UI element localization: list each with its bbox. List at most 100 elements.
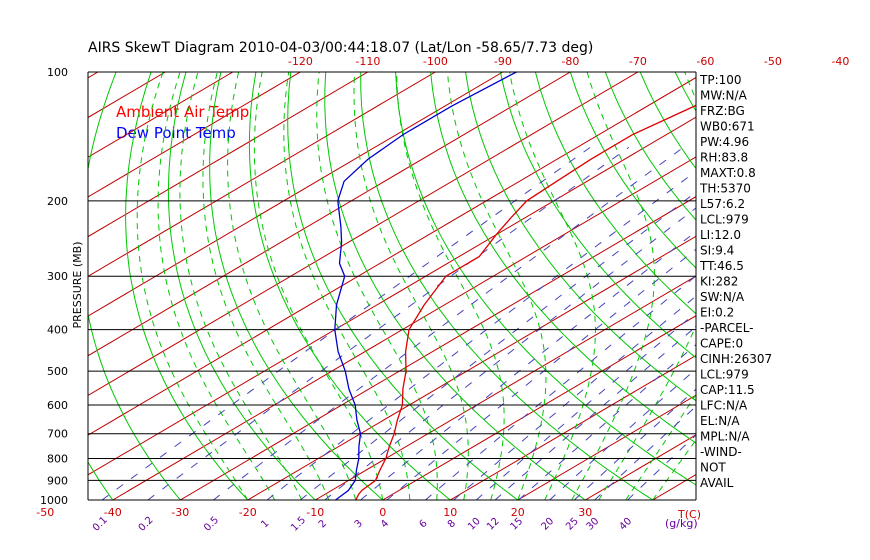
index-label: TP:100 [699,73,742,87]
top-temp-tick-label: -100 [423,55,448,68]
bottom-temp-tick-label: -30 [171,506,189,519]
index-label: CAPE:0 [700,337,743,351]
mixing-ratio-tick-label: 8 [446,518,458,530]
pressure-tick-label: 400 [47,324,68,337]
index-label: KI:282 [700,275,738,289]
mixing-ratio-line [573,388,696,500]
moist-adiabat-line [598,72,696,500]
dry-adiabat-line [850,72,870,500]
mixing-ratio-tick-label: 40 [617,516,634,533]
x-axis-label: T(C) [677,508,701,521]
dew-point-profile [334,72,517,500]
chart-title: AIRS SkewT Diagram 2010-04-03/00:44:18.0… [88,40,593,56]
isotherm-line [88,72,301,198]
index-label: WB0:671 [700,120,755,134]
isotherm-line [179,196,696,500]
mixing-ratio-tick-label: 2 [317,518,329,530]
isotherm-line [88,72,639,397]
pressure-tick-label: 500 [47,365,68,378]
mixing-ratio-tick-label: 12 [485,516,502,533]
index-label: CINH:26307 [700,352,772,366]
index-label: NOT [700,461,726,475]
pressure-tick-label: 1000 [40,494,68,507]
isotherm-line [88,72,571,357]
mixing-ratio-tick-label: 6 [417,518,429,530]
mixing-ratio-line [213,146,684,500]
index-label: EI:0.2 [700,306,734,320]
bottom-temp-tick-label: 0 [379,506,386,519]
index-label: -PARCEL- [700,321,754,335]
moist-adiabat-line [136,72,249,500]
dry-adiabat-line [395,72,696,486]
index-label: SI:9.4 [700,244,734,258]
dry-adiabat-line [534,72,696,315]
index-label: RH:83.8 [700,151,748,165]
mixing-ratio-tick-label: 4 [379,518,391,530]
moist-adiabat-line [509,72,596,500]
moist-adiabat-line [571,72,655,500]
mixing-ratio-line [453,295,696,500]
isotherm-line [88,116,696,476]
top-temp-tick-label: -70 [629,55,647,68]
bottom-temp-tick-label: -10 [306,506,324,519]
index-label: PW:4.96 [700,135,749,149]
moist-adiabat-line [316,72,438,500]
dry-adiabat-line [287,72,519,500]
index-label: SW:N/A [700,290,745,304]
dry-adiabat-line [639,72,696,170]
isotherm-line [112,156,696,500]
mixing-ratio-tick-label: 20 [539,516,556,533]
moist-adiabat-line [283,72,411,500]
dry-adiabat-line [745,72,870,500]
bottom-temp-tick-label: -40 [104,506,122,519]
isotherm-line [0,72,30,500]
index-label: FRZ:BG [700,104,745,118]
moist-adiabat-line [652,439,696,500]
isotherm-line [449,354,696,500]
dry-adiabat-line [815,72,870,500]
index-label: AVAIL [700,476,734,490]
dry-adiabat-line [248,72,451,500]
index-label: LI:12.0 [700,228,741,242]
dry-adiabat-line [209,72,384,500]
index-label: LFC:N/A [700,399,748,413]
y-axis-label: PRESSURE (MB) [71,242,84,329]
profile-series [334,72,696,500]
index-label: TT:46.5 [699,259,744,273]
mixing-ratio-tick-label: 0.2 [137,515,156,534]
bottom-temp-tick-label: -50 [36,506,54,519]
pressure-tick-label: 900 [47,474,68,487]
isotherm-line [382,315,696,500]
bottom-temp-tick-label: 20 [511,506,525,519]
dry-adiabat-line [569,72,696,269]
index-label: TH:5370 [699,182,751,196]
mixing-ratio-line [549,368,696,500]
index-label: EL:N/A [700,414,740,428]
dry-adiabat-line [465,72,696,402]
pressure-tick-label: 200 [47,195,68,208]
pressure-tick-label: 300 [47,270,68,283]
pressure-tick-label: 700 [47,428,68,441]
mixing-ratio-line [324,207,696,500]
mixing-ratio-line [147,146,629,500]
mixing-ratio-line [425,275,696,500]
index-label: LCL:979 [700,368,749,382]
mixing-ratio-tick-label: 1 [259,518,271,530]
mixing-ratio-line [594,405,696,500]
mixing-ratio-line [266,170,696,500]
top-temp-tick-label: -40 [831,55,849,68]
index-label: CAP:11.5 [700,383,755,397]
mixing-ratio-line [300,191,696,500]
pressure-tick-label: 800 [47,453,68,466]
moist-adiabat-line [447,72,547,500]
dry-adiabat-line [88,72,181,500]
dry-adiabat-line [360,72,654,500]
index-label: MPL:N/A [700,430,750,444]
dry-adiabat-line [125,72,249,500]
mixing-ratio-line [627,434,696,500]
isotherm-line [88,72,369,238]
moist-adiabat-line [396,72,505,500]
